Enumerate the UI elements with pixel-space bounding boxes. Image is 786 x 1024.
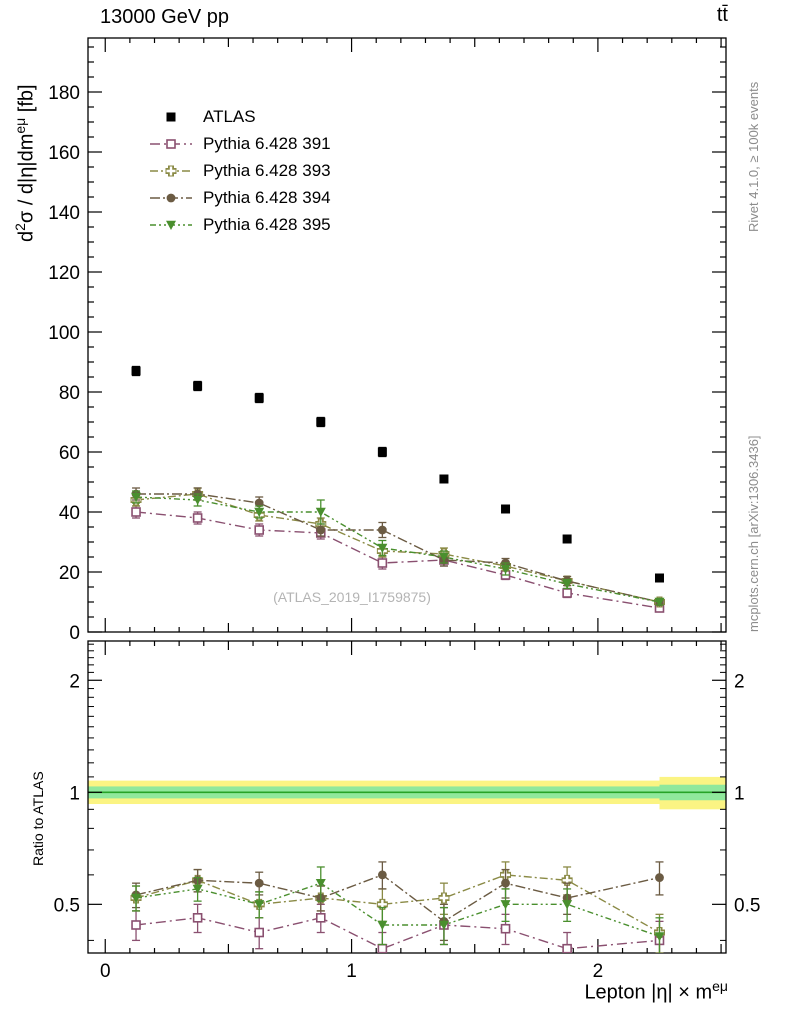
svg-text:160: 160 [48,143,80,164]
svg-text:40: 40 [59,503,80,524]
svg-text:20: 20 [59,563,80,584]
svg-text:140: 140 [48,203,80,224]
svg-text:0: 0 [69,623,80,644]
atlas-square-marker-icon [166,112,176,121]
process-title: tt̄ [716,4,728,26]
svg-text:1: 1 [69,783,80,804]
legend-item-pythia-391: Pythia 6.428 391 [148,130,331,157]
legend-label-atlas: ATLAS [203,106,256,126]
analysis-id-watermark: (ATLAS_2019_I1759875) [273,589,431,605]
svg-text:2: 2 [593,961,604,982]
legend-item-atlas: ATLAS [148,103,331,130]
svg-text:1: 1 [734,783,745,804]
legend-item-pythia-393: Pythia 6.428 393 [148,157,331,184]
svg-text:100: 100 [48,323,80,344]
pythia-393-open-cross-marker-icon [150,165,192,176]
legend-item-pythia-394: Pythia 6.428 394 [148,184,331,211]
svg-text:0.5: 0.5 [54,895,80,916]
x-axis-label: Lepton |η| × meμ [584,978,728,1004]
legend-item-pythia-395: Pythia 6.428 395 [148,211,331,238]
ratio-axis-label: Ratio to ATLAS [30,771,46,866]
legend-label-pythia-391: Pythia 6.428 391 [203,133,331,153]
svg-text:180: 180 [48,83,80,104]
pythia-395-triangle-marker-icon [150,220,192,230]
legend: ATLAS Pythia 6.428 391 Pythia 6.428 393 … [148,103,331,238]
legend-label-pythia-395: Pythia 6.428 395 [203,214,331,234]
svg-text:2: 2 [69,671,80,692]
svg-text:120: 120 [48,263,80,284]
svg-text:0.5: 0.5 [734,895,760,916]
rivet-version-note: Rivet 4.1.0, ≥ 100k events [746,81,761,232]
svg-text:60: 60 [59,443,80,464]
svg-text:2: 2 [734,671,745,692]
pythia-391-open-square-marker-icon [150,138,192,149]
y-axis-label: d2σ / d|η|dmeμ [fb] [12,84,38,242]
legend-label-pythia-393: Pythia 6.428 393 [203,160,331,180]
svg-text:1: 1 [346,961,357,982]
beam-energy-title: 13000 GeV pp [100,6,229,28]
pythia-394-circle-marker-icon [150,193,192,202]
svg-text:80: 80 [59,383,80,404]
legend-label-pythia-394: Pythia 6.428 394 [203,187,331,207]
svg-text:0: 0 [100,961,111,982]
mcplots-note: mcplots.cern.ch [arXiv:1306.3436] [746,435,761,632]
